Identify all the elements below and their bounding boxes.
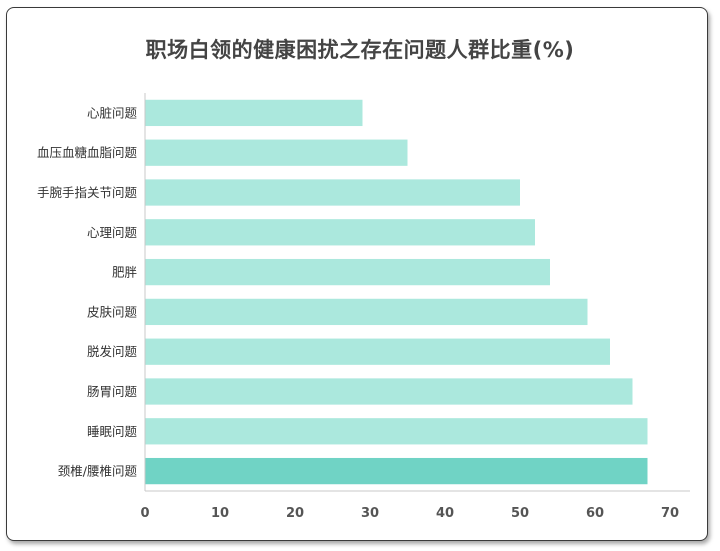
category-label: 手腕手指关节问题 — [37, 185, 138, 200]
x-tick-label: 60 — [586, 506, 604, 521]
x-tick-labels-group: 0 10 20 30 40 50 60 70 — [140, 506, 679, 521]
category-label: 血压血糖血脂问题 — [37, 145, 138, 160]
x-tick-label: 20 — [286, 506, 304, 521]
category-label: 心脏问题 — [87, 105, 138, 120]
bar-9 — [145, 457, 648, 485]
bar-3 — [145, 219, 535, 246]
bar-8 — [145, 418, 648, 445]
category-label: 心理问题 — [87, 225, 138, 240]
category-label: 颈椎/腰椎问题 — [58, 464, 138, 479]
bar-0 — [145, 99, 363, 127]
bars-group — [145, 99, 648, 485]
bar-5 — [145, 298, 588, 326]
category-labels-group: 心脏问题血压血糖血脂问题手腕手指关节问题心理问题肥胖皮肤问题脱发问题肠胃问题睡眠… — [37, 105, 138, 478]
category-label: 皮肤问题 — [87, 304, 138, 319]
chart-title: 职场白领的健康困扰之存在问题人群比重(%) — [145, 38, 575, 62]
bar-1 — [145, 139, 408, 166]
category-label: 脱发问题 — [87, 344, 138, 359]
x-tick-label: 50 — [511, 506, 529, 521]
category-label: 肥胖 — [112, 265, 137, 280]
category-label: 肠胃问题 — [87, 384, 138, 399]
bar-4 — [145, 258, 550, 286]
bar-7 — [145, 378, 633, 405]
category-label: 睡眠问题 — [87, 424, 138, 439]
x-tick-label: 10 — [211, 506, 229, 521]
bar-2 — [145, 179, 520, 206]
x-tick-label: 30 — [361, 506, 379, 521]
bar-6 — [145, 338, 610, 365]
x-tick-label: 40 — [436, 506, 454, 521]
x-tick-label: 0 — [140, 506, 149, 521]
x-tick-label: 70 — [661, 506, 679, 521]
